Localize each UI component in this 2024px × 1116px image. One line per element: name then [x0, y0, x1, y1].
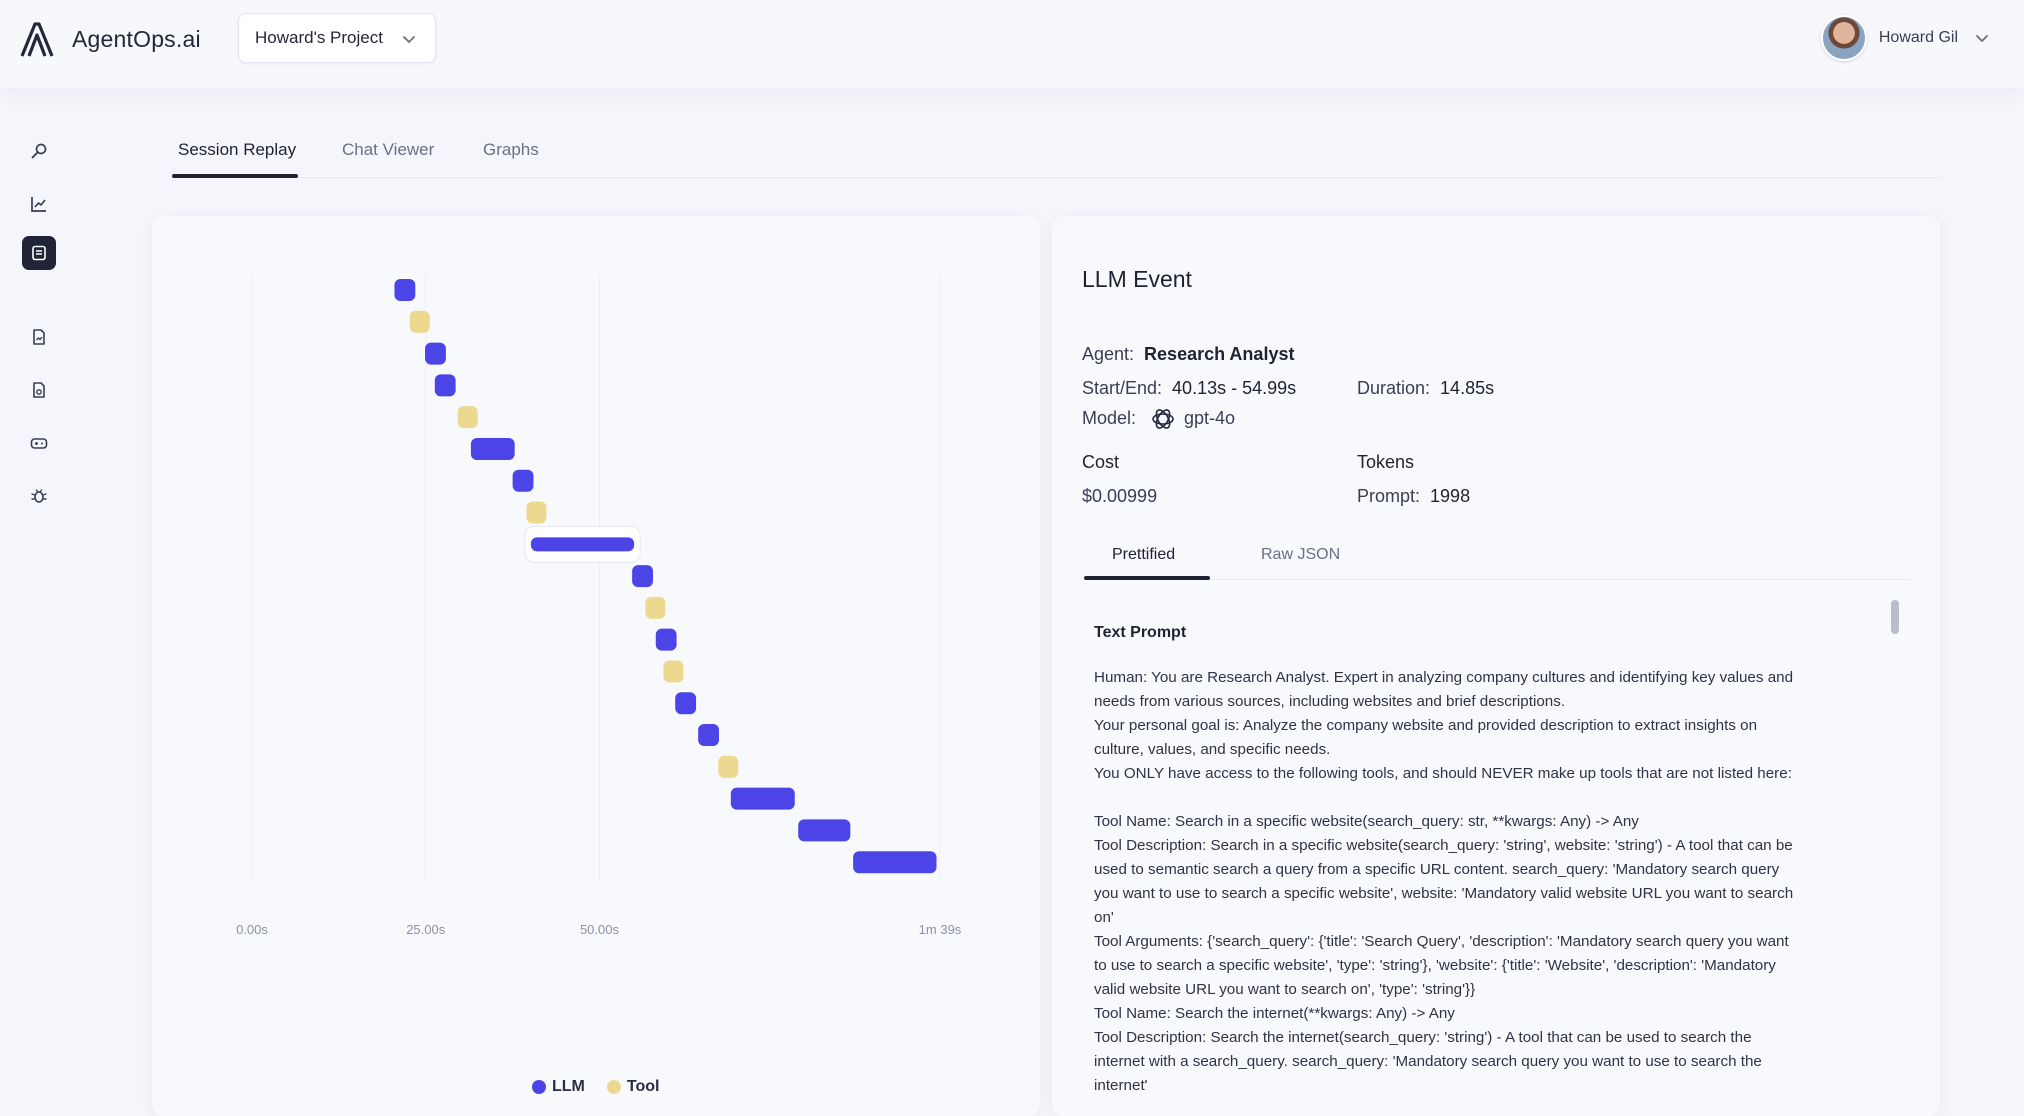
- scrollbar-thumb[interactable]: [1891, 600, 1899, 634]
- project-select[interactable]: Howard's Project: [238, 13, 436, 63]
- legend-item-llm[interactable]: LLM: [532, 1078, 585, 1096]
- document-icon: [33, 382, 45, 398]
- active-tab-indicator: [172, 174, 298, 178]
- tool-event-bar[interactable]: [645, 596, 666, 619]
- active-subtab-indicator: [1084, 576, 1210, 580]
- prompt-content[interactable]: Text Prompt Human: You are Research Anal…: [1084, 588, 1910, 1116]
- chevron-down-icon: [403, 36, 415, 44]
- logo[interactable]: AgentOps.ai: [18, 18, 201, 60]
- tab-graphs[interactable]: Graphs: [483, 140, 539, 159]
- agent-row: Agent: Research Analyst: [1082, 344, 1294, 365]
- tab-prettified[interactable]: Prettified: [1112, 546, 1176, 563]
- llm-event-bar[interactable]: [853, 851, 937, 874]
- chart-legend: LLM Tool: [532, 1078, 659, 1096]
- user-name: Howard Gil: [1878, 29, 1958, 46]
- tool-event-bar[interactable]: [663, 660, 684, 683]
- tool-event-bar[interactable]: [457, 406, 478, 429]
- prompt-scrollbar[interactable]: [1890, 600, 1900, 1110]
- sidebar-item-analytics[interactable]: [22, 187, 56, 221]
- legend-label-llm: LLM: [552, 1078, 585, 1095]
- llm-event-bar[interactable]: [655, 628, 677, 651]
- tool-event-bar[interactable]: [409, 310, 430, 333]
- cost-value: $0.00999: [1082, 486, 1158, 506]
- tab-session-replay[interactable]: Session Replay: [178, 140, 297, 159]
- sidebar-item-debug[interactable]: [22, 479, 56, 513]
- legend-dot-tool: [606, 1080, 621, 1094]
- duration-value: 14.85s: [1440, 378, 1495, 398]
- tab-chat-viewer[interactable]: Chat Viewer: [342, 140, 435, 159]
- sidebar-item-search[interactable]: [22, 134, 56, 168]
- user-menu[interactable]: Howard Gil: [1820, 14, 1990, 62]
- tokens-heading: Tokens: [1357, 452, 1415, 472]
- timeline-chart: 0.00s 25.00s 50.00s 1m 39s: [236, 276, 962, 937]
- llm-event-bar[interactable]: [698, 724, 720, 747]
- legend-dot-llm: [532, 1080, 546, 1094]
- prompt-tokens-row: Prompt: 1998: [1357, 486, 1470, 507]
- cost-heading: Cost: [1082, 452, 1120, 472]
- startend-label: Start/End:: [1082, 378, 1163, 398]
- llm-event-bar[interactable]: [434, 374, 456, 397]
- gamepad-icon: [30, 438, 48, 449]
- llm-event-bar[interactable]: [530, 537, 635, 552]
- startend-value: 40.13s - 54.99s: [1172, 378, 1297, 398]
- sidebar-item-documents[interactable]: [22, 373, 56, 407]
- model-row: Model: gpt-4o: [1082, 406, 1235, 432]
- report-icon: [33, 329, 45, 345]
- top-bar: AgentOps.ai Howard's Project Howard Gil: [0, 0, 2024, 88]
- legend-label-tool: Tool: [626, 1078, 660, 1095]
- llm-event-bar[interactable]: [632, 565, 653, 588]
- llm-event-bar[interactable]: [730, 787, 795, 810]
- duration-label: Duration:: [1357, 378, 1431, 398]
- project-name: Howard's Project: [255, 28, 383, 47]
- llm-event-bar[interactable]: [675, 692, 697, 715]
- bug-icon: [31, 489, 47, 503]
- prompt-tokens-label: Prompt:: [1357, 486, 1421, 506]
- sidebar-item-reports[interactable]: [22, 320, 56, 354]
- tool-event-bar[interactable]: [526, 501, 547, 524]
- x-tick-label: 25.00s: [406, 922, 446, 937]
- duration-row: Duration: 14.85s: [1357, 378, 1494, 399]
- startend-row: Start/End: 40.13s - 54.99s: [1082, 378, 1296, 399]
- tab-raw-json[interactable]: Raw JSON: [1261, 546, 1341, 563]
- llm-event-bar[interactable]: [512, 469, 534, 492]
- session-icon: [32, 245, 46, 261]
- text-prompt-body: Human: You are Research Analyst. Expert …: [1094, 669, 1794, 1094]
- x-tick-label: 0.00s: [236, 922, 268, 937]
- event-title: LLM Event: [1082, 266, 1192, 292]
- view-tabs: Session Replay Chat Viewer Graphs: [172, 134, 1940, 178]
- event-detail-panel: LLM Event Agent: Research Analyst Start/E…: [1052, 216, 1940, 1116]
- llm-event-bar[interactable]: [425, 342, 446, 365]
- legend-item-tool[interactable]: Tool: [606, 1078, 660, 1096]
- llm-event-bar[interactable]: [394, 279, 416, 301]
- search-icon: [31, 143, 47, 159]
- tool-event-bar[interactable]: [718, 755, 739, 778]
- logo-text: AgentOps.ai: [72, 25, 201, 52]
- sidebar-item-sessions[interactable]: [22, 236, 56, 270]
- text-prompt-title: Text Prompt: [1094, 624, 1187, 641]
- llm-event-bar[interactable]: [470, 437, 515, 460]
- agent-label: Agent:: [1082, 344, 1135, 364]
- chart-line-icon: [31, 197, 46, 212]
- llm-event-bar[interactable]: [798, 819, 851, 842]
- model-label: Model:: [1082, 407, 1137, 428]
- agent-value: Research Analyst: [1144, 344, 1295, 364]
- x-tick-label: 50.00s: [580, 922, 620, 937]
- openai-logo-icon: [1152, 409, 1174, 429]
- agentops-logo-icon: [20, 22, 54, 57]
- event-view-tabs: Prettified Raw JSON: [1084, 538, 1910, 580]
- model-value: gpt-4o: [1184, 407, 1236, 428]
- sidebar-item-playground[interactable]: [22, 426, 56, 460]
- avatar: [1820, 15, 1867, 61]
- prompt-tokens-value: 1998: [1430, 486, 1471, 506]
- x-tick-label: 1m 39s: [919, 922, 962, 937]
- chevron-down-icon: [1976, 35, 1988, 43]
- session-timeline-panel: 0.00s 25.00s 50.00s 1m 39s LLM Tool: [152, 216, 1040, 1116]
